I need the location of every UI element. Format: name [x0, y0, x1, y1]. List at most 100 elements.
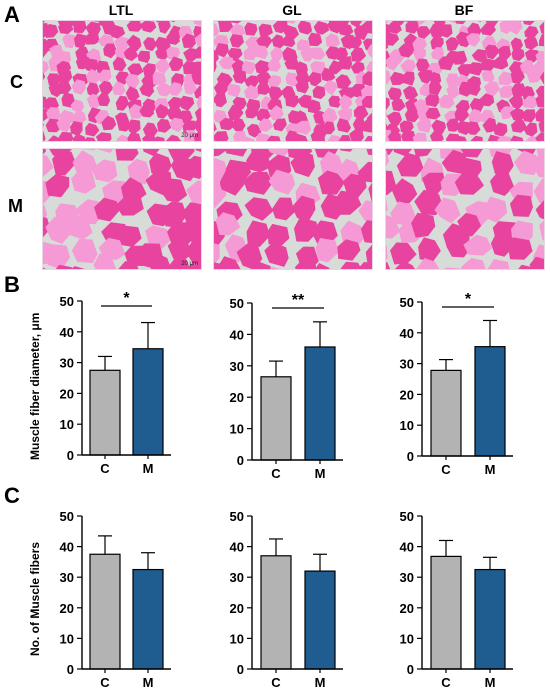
- muscle-fiber: [268, 149, 291, 158]
- muscle-fiber: [97, 69, 112, 84]
- muscle-fiber: [444, 267, 461, 269]
- muscle-fiber: [387, 87, 402, 101]
- muscle-fiber: [425, 94, 440, 108]
- x-tick-label: C: [441, 462, 451, 477]
- muscle-fiber: [80, 149, 96, 151]
- muscle-fiber: [214, 121, 217, 132]
- muscle-fiber: [446, 73, 459, 87]
- muscle-fiber: [310, 131, 326, 141]
- error-bar: [313, 321, 327, 347]
- muscle-fiber: [481, 70, 495, 82]
- muscle-fiber: [245, 104, 259, 119]
- muscle-fiber: [43, 149, 47, 155]
- column-title-gl: GL: [282, 2, 302, 18]
- muscle-fiber: [98, 237, 126, 260]
- muscle-fiber: [142, 122, 158, 137]
- muscle-fiber: [311, 220, 338, 245]
- muscle-fiber: [413, 149, 433, 158]
- muscle-fiber: [186, 263, 201, 269]
- muscle-fiber: [167, 96, 182, 111]
- muscle-fiber: [112, 81, 126, 96]
- muscle-fiber: [72, 150, 97, 177]
- muscle-fiber: [353, 105, 369, 120]
- muscle-fiber: [94, 197, 120, 222]
- muscle-fiber: [321, 67, 336, 82]
- muscle-fiber: [400, 71, 415, 86]
- muscle-fiber: [405, 21, 419, 34]
- y-tick-label: 30: [230, 359, 244, 374]
- muscle-fiber: [290, 151, 315, 178]
- muscle-fiber: [430, 36, 444, 50]
- muscle-fiber: [535, 94, 544, 108]
- muscle-fiber: [466, 121, 481, 135]
- y-tick-label: 0: [237, 662, 244, 677]
- muscle-fiber: [214, 157, 228, 184]
- muscle-fiber: [72, 133, 86, 141]
- muscle-fiber: [93, 253, 117, 269]
- error-bar: [313, 553, 327, 572]
- muscle-fiber: [73, 21, 87, 34]
- error-bar: [269, 538, 283, 556]
- muscle-fiber: [429, 129, 444, 141]
- muscle-fiber: [338, 135, 351, 141]
- muscle-fiber: [166, 134, 182, 141]
- muscle-fiber: [386, 149, 394, 155]
- muscle-fiber: [533, 178, 544, 203]
- muscle-fiber: [267, 135, 281, 141]
- muscle-fiber: [246, 220, 271, 247]
- muscle-fiber: [214, 23, 220, 37]
- muscle-fiber: [295, 71, 311, 86]
- x-tick-label: C: [441, 675, 451, 690]
- muscle-fiber: [438, 56, 454, 71]
- x-tick-label: M: [485, 462, 496, 477]
- muscle-fiber: [538, 119, 544, 133]
- muscle-fiber: [137, 50, 150, 63]
- muscle-fiber: [194, 85, 201, 100]
- bar-c: [89, 553, 121, 670]
- muscle-fiber: [498, 71, 513, 86]
- muscle-fiber: [268, 169, 296, 195]
- muscle-fiber: [429, 23, 445, 38]
- muscle-fiber: [453, 135, 467, 141]
- muscle-fiber: [337, 239, 361, 261]
- muscle-fiber: [233, 130, 247, 141]
- muscle-fiber: [155, 104, 170, 119]
- chart-b-bf: C M 0 10 20 30 40 50 *: [400, 291, 513, 477]
- muscle-fiber: [43, 24, 59, 38]
- chart-c-bf: C M 0 10 20 30 40 50: [400, 509, 513, 690]
- muscle-fiber: [183, 80, 197, 95]
- muscle-fiber: [149, 253, 172, 269]
- muscle-fiber: [386, 70, 392, 85]
- muscle-fiber: [446, 232, 470, 258]
- muscle-fiber: [273, 118, 287, 132]
- muscle-fiber: [214, 58, 217, 73]
- muscle-fiber: [328, 95, 342, 108]
- muscle-fiber: [366, 149, 372, 156]
- muscle-fiber: [463, 234, 492, 256]
- muscle-fiber: [400, 59, 416, 73]
- y-tick-label: 10: [400, 418, 414, 433]
- muscle-fiber: [482, 117, 497, 133]
- muscle-fiber: [401, 130, 417, 141]
- muscle-fiber: [142, 63, 156, 77]
- muscle-fiber: [529, 256, 544, 269]
- muscle-fiber: [391, 178, 418, 204]
- muscle-fiber: [168, 56, 184, 71]
- muscle-fiber: [338, 56, 353, 70]
- scale-bar-label: 20 μm: [181, 133, 198, 139]
- bar-c: [260, 376, 292, 461]
- muscle-fiber: [386, 97, 390, 111]
- muscle-fiber: [308, 71, 322, 87]
- row-label-m: M: [8, 196, 23, 216]
- muscle-fiber: [125, 73, 140, 89]
- muscle-fiber: [256, 34, 273, 49]
- muscle-fiber: [167, 238, 193, 262]
- muscle-fiber: [455, 21, 466, 25]
- muscle-fiber: [242, 136, 255, 141]
- muscle-fiber: [366, 44, 372, 58]
- muscle-fiber: [396, 152, 424, 177]
- muscle-fiber: [243, 171, 273, 195]
- muscle-fiber: [485, 44, 500, 60]
- muscle-fiber: [452, 50, 468, 65]
